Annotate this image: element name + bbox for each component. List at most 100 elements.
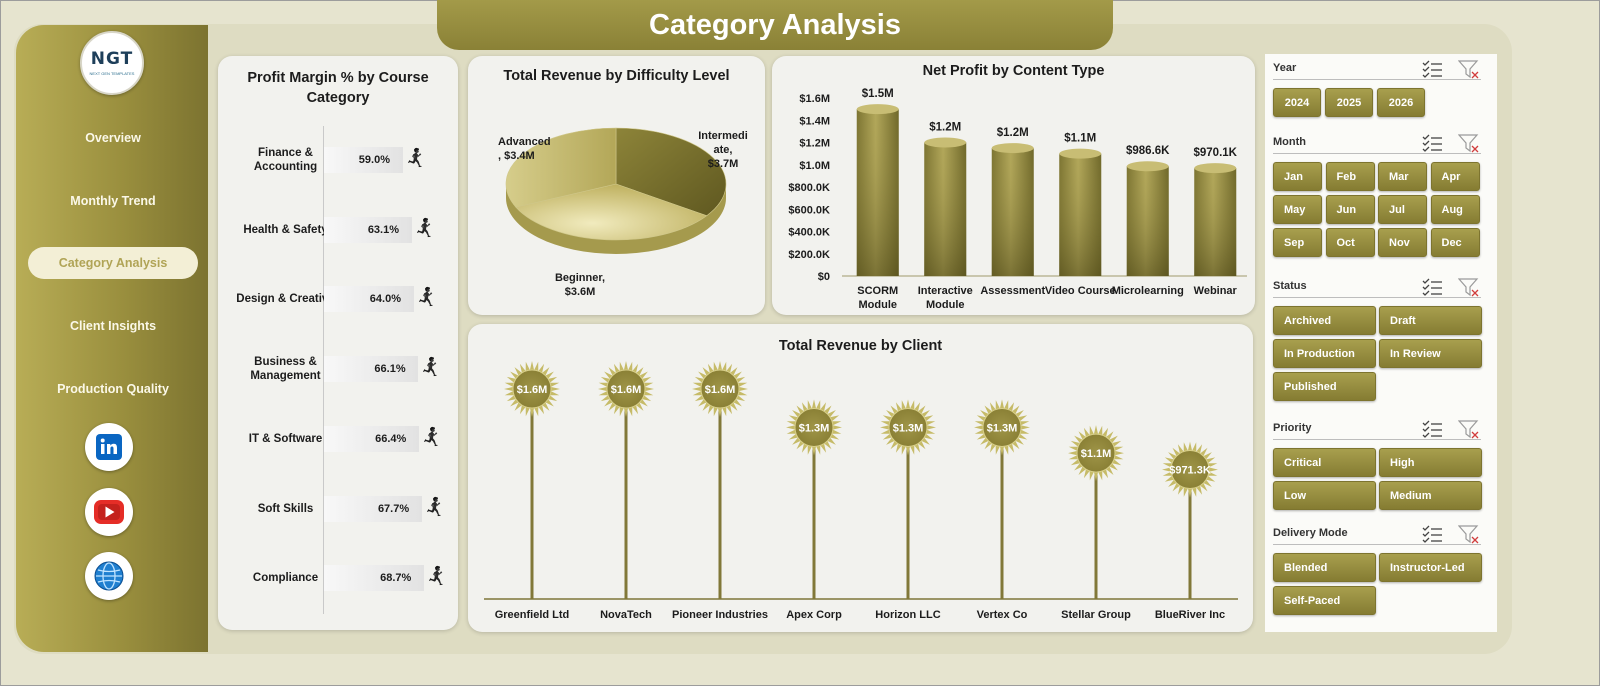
client-data-label: $1.3M — [893, 422, 924, 434]
delivery-button-instructor-led[interactable]: Instructor-Led — [1379, 553, 1482, 582]
delivery-filter-label: Delivery Mode — [1273, 527, 1348, 539]
year-filter-divider — [1273, 79, 1481, 80]
net-profit-data-label: $1.2M — [929, 122, 961, 134]
status-button-in-review[interactable]: In Review — [1379, 339, 1482, 368]
net-profit-category-label: Assessment — [980, 285, 1045, 297]
youtube-icon — [94, 500, 124, 524]
multi-select-icon[interactable] — [1422, 525, 1444, 543]
website-button[interactable] — [85, 552, 133, 600]
pm-category-label: Compliance — [252, 572, 319, 585]
priority-button-high[interactable]: High — [1379, 448, 1482, 477]
profit-margin-axis — [323, 126, 324, 614]
multi-select-icon[interactable] — [1422, 278, 1444, 296]
month-button-oct[interactable]: Oct — [1325, 228, 1375, 257]
client-data-label: $1.3M — [799, 422, 830, 434]
logo-text: NGT — [90, 49, 134, 69]
youtube-button[interactable] — [85, 488, 133, 536]
month-button-nov[interactable]: Nov — [1378, 228, 1427, 257]
month-button-dec[interactable]: Dec — [1430, 228, 1480, 257]
pie-slice-advanced — [505, 127, 617, 208]
multi-select-icon[interactable] — [1422, 60, 1444, 78]
nav-category-analysis[interactable]: Category Analysis — [28, 247, 198, 279]
revenue-client-title: Total Revenue by Client — [778, 338, 943, 354]
nav-production-quality[interactable]: Production Quality — [57, 382, 169, 396]
pm-value: 68.7% — [380, 572, 412, 585]
year-button-2024[interactable]: 2024 — [1273, 88, 1321, 117]
net-profit-bar-shade — [856, 109, 899, 276]
priority-button-low[interactable]: Low — [1273, 481, 1376, 510]
clear-filter-icon[interactable] — [1458, 524, 1480, 544]
priority-button-medium[interactable]: Medium — [1379, 481, 1482, 510]
pm-bar — [324, 356, 419, 383]
status-button-archived[interactable]: Archived — [1273, 306, 1376, 335]
linkedin-button[interactable] — [85, 423, 133, 471]
multi-select-icon[interactable] — [1422, 420, 1444, 438]
net-profit-bar-shade — [924, 142, 967, 276]
client-burst-center — [512, 369, 552, 409]
client-data-label: $1.6M — [705, 384, 736, 396]
clear-filter-icon[interactable] — [1458, 133, 1480, 153]
y-tick-label: $0 — [818, 271, 830, 283]
client-data-label: $1.3M — [987, 422, 1018, 434]
status-button-published[interactable]: Published — [1273, 372, 1376, 401]
clear-filter-icon[interactable] — [1458, 277, 1480, 297]
clear-filter-icon[interactable] — [1458, 59, 1480, 79]
pm-bar — [324, 565, 425, 592]
nav-monthly-trend[interactable]: Monthly Trend — [70, 194, 156, 208]
net-profit-bar-cap — [1194, 163, 1237, 174]
client-category-label: Apex Corp — [786, 609, 842, 621]
runner-icon: 🏃 — [415, 287, 439, 308]
client-category-label: Pioneer Industries — [672, 609, 768, 621]
delivery-filter-divider — [1273, 544, 1481, 545]
delivery-button-blended[interactable]: Blended — [1273, 553, 1376, 582]
net-profit-category-label: Webinar — [1194, 285, 1238, 297]
pie-slice-intermediate — [615, 127, 727, 217]
revenue-client-chart: $1.6M Greenfield Ltd $1.6M NovaTech $1.6M Pio… — [484, 361, 1238, 621]
month-filter-label: Month — [1273, 136, 1306, 148]
net-profit-data-label: $1.2M — [997, 127, 1029, 139]
net-profit-data-label: $1.1M — [1064, 133, 1096, 145]
runner-icon: 🏃 — [426, 566, 449, 587]
priority-button-critical[interactable]: Critical — [1273, 448, 1376, 477]
clear-filter-icon[interactable] — [1458, 419, 1480, 439]
nav-overview[interactable]: Overview — [85, 131, 141, 145]
client-category-label: BlueRiver Inc — [1155, 609, 1225, 621]
month-button-jun[interactable]: Jun — [1325, 195, 1375, 224]
revenue-difficulty-card: Total Revenue by Difficulty Level Advanc… — [468, 56, 765, 315]
revenue-client-card: Total Revenue by Client $1.6M Greenfield … — [468, 324, 1253, 632]
profit-margin-title-2: Category — [306, 90, 370, 106]
month-button-apr[interactable]: Apr — [1430, 162, 1480, 191]
pm-category-label: Soft Skills — [257, 502, 314, 515]
month-button-aug[interactable]: Aug — [1430, 195, 1480, 224]
revenue-difficulty-chart: Advanced, $3.4M Intermedi ate, $3.7M Beginne… — [498, 127, 748, 298]
month-button-sep[interactable]: Sep — [1273, 228, 1322, 257]
month-button-may[interactable]: May — [1273, 195, 1322, 224]
month-button-jul[interactable]: Jul — [1378, 195, 1427, 224]
pm-value: 64.0% — [369, 293, 401, 306]
month-button-mar[interactable]: Mar — [1378, 162, 1427, 191]
client-category-label: NovaTech — [600, 609, 652, 621]
y-tick-label: $800.0K — [788, 182, 830, 194]
status-filter-label: Status — [1273, 280, 1307, 292]
globe-icon — [94, 561, 124, 591]
year-button-2026[interactable]: 2026 — [1377, 88, 1425, 117]
status-button-draft[interactable]: Draft — [1379, 306, 1482, 335]
sidebar — [16, 25, 208, 652]
month-button-jan[interactable]: Jan — [1273, 162, 1322, 191]
status-button-in-production[interactable]: In Production — [1273, 339, 1376, 368]
multi-select-icon[interactable] — [1422, 134, 1444, 152]
client-burst-center — [1076, 433, 1116, 473]
delivery-button-self-paced[interactable]: Self-Paced — [1273, 586, 1376, 615]
client-category-label: Greenfield Ltd — [495, 609, 570, 621]
net-profit-category-label: SCORM Module — [857, 285, 898, 311]
pm-value: 63.1% — [367, 223, 400, 236]
pm-category-label: IT & Software — [248, 432, 323, 445]
net-profit-bar-cap — [924, 137, 967, 148]
pie-label-intermediate: Intermedi ate, $3.7M — [698, 130, 748, 170]
net-profit-bar-shade — [991, 148, 1034, 276]
nav-client-insights[interactable]: Client Insights — [69, 319, 157, 333]
client-data-label: $971.3K — [1169, 465, 1211, 477]
month-button-feb[interactable]: Feb — [1325, 162, 1375, 191]
year-button-2025[interactable]: 2025 — [1325, 88, 1373, 117]
y-tick-label: $400.0K — [788, 227, 830, 239]
